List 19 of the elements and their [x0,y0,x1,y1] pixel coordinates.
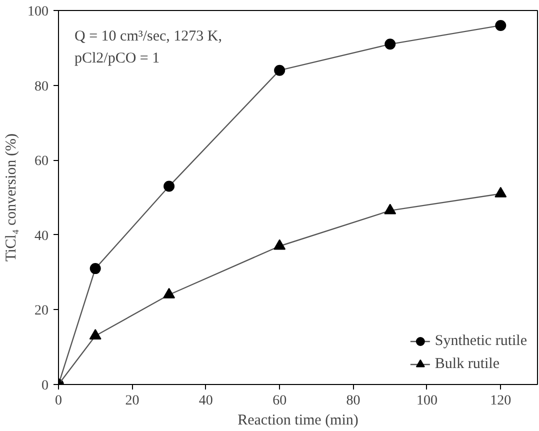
y-tick-label: 80 [34,79,48,94]
y-tick-label: 100 [28,4,48,20]
annotation: pCl2/pCO = 1 [74,50,160,66]
annotation: Q = 10 cm³/sec, 1273 K, [74,28,222,44]
x-tick-label: 40 [198,394,213,408]
y-tick-label: 60 [34,154,48,170]
x-tick-label: 0 [55,394,62,408]
legend-label: Bulk rutile [434,356,500,372]
y-tick-label: 0 [42,378,48,394]
x-tick-label: 60 [272,394,287,408]
y-axis-title: TiCl₄ conversion (%) [4,133,20,262]
x-tick-label: 20 [125,394,140,408]
x-tick-label: 100 [416,394,438,408]
y-tick-label: 40 [34,228,48,244]
legend-label: Synthetic rutile [434,332,527,350]
x-tick-label: 120 [490,394,512,408]
x-axis-title: Reaction time (min) [238,412,358,428]
x-tick-label: 80 [346,394,360,408]
y-tick-label: 20 [34,304,48,319]
